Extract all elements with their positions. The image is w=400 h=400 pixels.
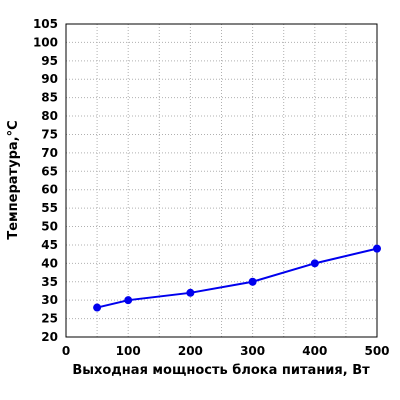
y-tick-label: 105	[33, 17, 58, 31]
x-tick-label: 500	[364, 344, 389, 358]
y-tick-label: 95	[41, 54, 58, 68]
y-tick-label: 60	[41, 183, 58, 197]
data-point	[186, 288, 195, 297]
plot-frame	[65, 23, 378, 338]
x-tick-label: 200	[178, 344, 203, 358]
y-tick-label: 90	[41, 72, 58, 86]
x-tick-label: 300	[240, 344, 265, 358]
data-point	[310, 259, 319, 268]
y-tick-label: 35	[41, 275, 58, 289]
y-tick-label: 85	[41, 91, 58, 105]
data-point	[93, 303, 102, 312]
y-tick-label: 45	[41, 238, 58, 252]
y-tick-label: 80	[41, 109, 58, 123]
series-line	[96, 247, 378, 309]
y-tick-label: 30	[41, 293, 58, 307]
x-tick-label: 100	[116, 344, 141, 358]
x-axis-title: Выходная мощность блока питания, Вт	[72, 363, 370, 378]
y-tick-label: 65	[41, 164, 58, 178]
tick-labels: 20 25 30 35 40 45 50 55 60 65 70 75 80 85 90 95 100 105 0 1…	[33, 17, 390, 358]
data-point	[373, 244, 381, 253]
data-point	[248, 277, 257, 286]
x-tick-label: 400	[302, 344, 327, 358]
series	[93, 244, 381, 312]
y-tick-label: 50	[41, 220, 58, 234]
y-tick-label: 100	[33, 35, 58, 49]
y-axis-title: Температура,°C	[6, 120, 21, 239]
y-tick-label: 55	[41, 201, 58, 215]
grid	[66, 23, 377, 338]
x-tick-label: 0	[62, 344, 70, 358]
y-tick-label: 40	[41, 256, 58, 270]
y-tick-label: 20	[41, 330, 58, 344]
y-tick-label: 75	[41, 127, 58, 141]
y-tick-label: 70	[41, 146, 58, 160]
y-tick-label: 25	[41, 312, 58, 326]
data-point	[124, 296, 133, 305]
